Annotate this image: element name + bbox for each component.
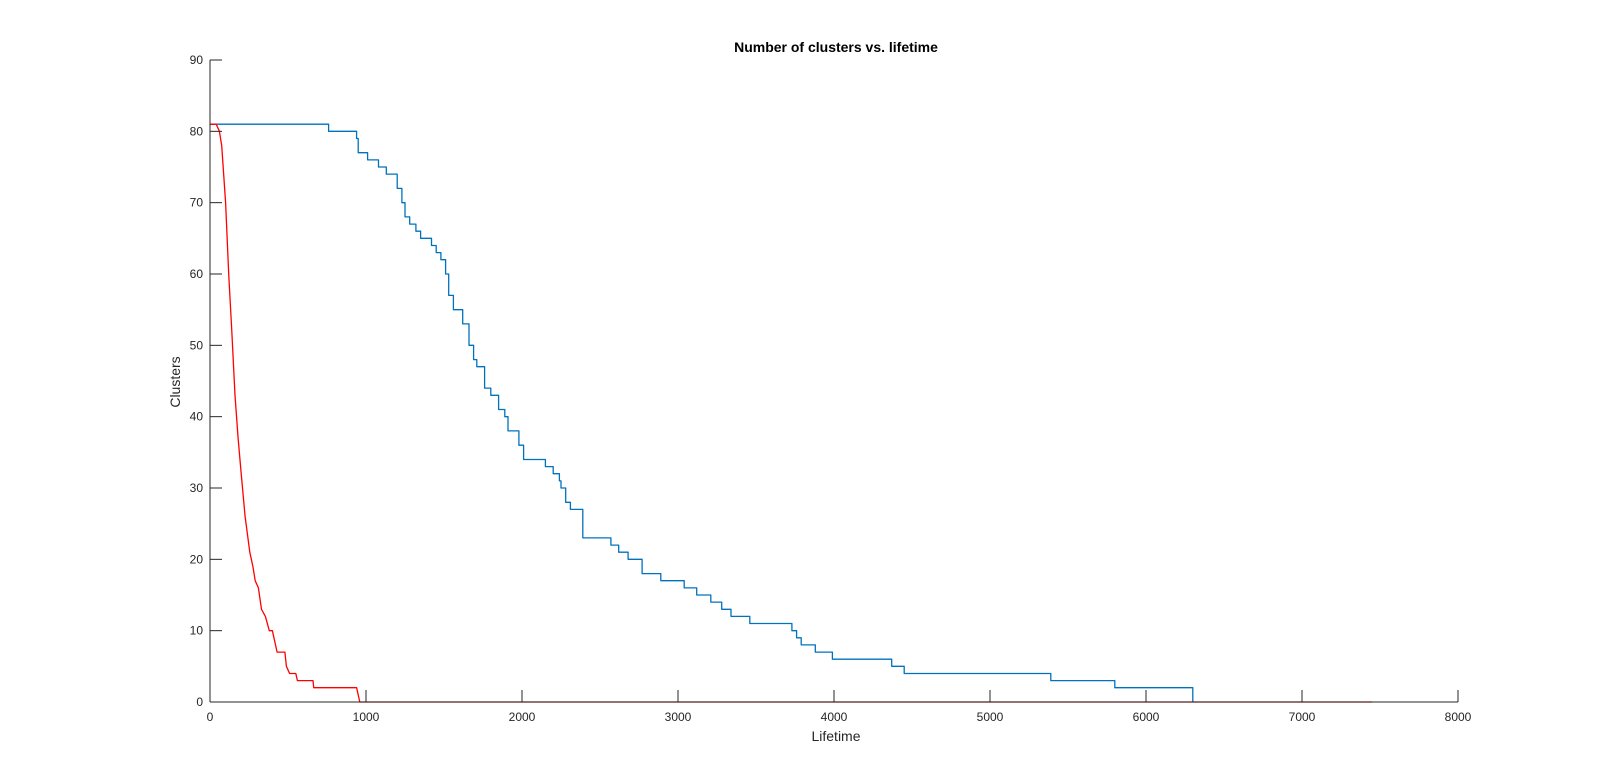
y-tick-label: 10	[190, 624, 204, 638]
y-tick-label: 90	[190, 53, 204, 67]
x-tick-label: 6000	[1133, 710, 1160, 724]
x-tick-label: 2000	[509, 710, 536, 724]
x-tick-label: 3000	[665, 710, 692, 724]
y-tick-label: 30	[190, 481, 204, 495]
series-line-1	[210, 123, 1194, 702]
y-tick-label: 0	[196, 695, 203, 709]
x-tick-label: 7000	[1289, 710, 1316, 724]
chart-title: Number of clusters vs. lifetime	[734, 39, 938, 55]
x-tick-label: 4000	[821, 710, 848, 724]
x-tick-label: 1000	[353, 710, 380, 724]
series-layer	[210, 123, 1373, 703]
y-axis-label: Clusters	[167, 356, 183, 407]
x-tick-label: 0	[207, 710, 214, 724]
series-line-2	[210, 123, 1373, 703]
y-tick-label: 80	[190, 124, 204, 138]
y-tick-label: 40	[190, 410, 204, 424]
x-tick-label: 5000	[977, 710, 1004, 724]
axes-layer: 0 1000 2000 3000 4000 5000 6000 7000 8000 0 10 20 30…	[190, 53, 1472, 724]
y-tick-label: 20	[190, 552, 204, 566]
y-tick-label: 50	[190, 338, 204, 352]
y-tick-label: 70	[190, 196, 204, 210]
x-axis-label: Lifetime	[811, 728, 860, 744]
y-tick-label: 60	[190, 267, 204, 281]
x-tick-label: 8000	[1445, 710, 1472, 724]
